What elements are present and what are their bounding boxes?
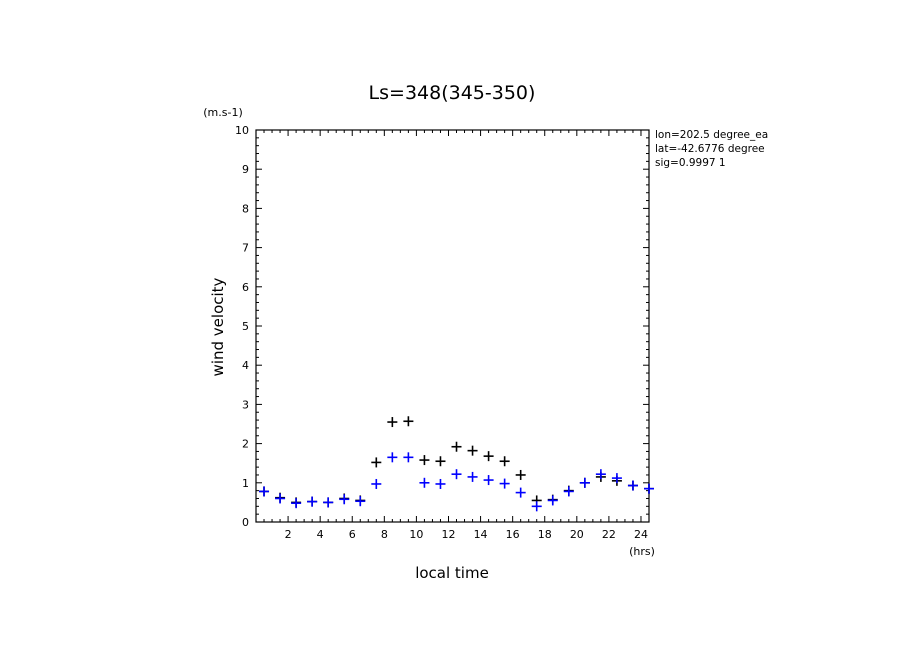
y-tick-label: 5 — [242, 320, 249, 333]
data-point-series-2 — [644, 483, 654, 494]
annotation-lat: lat=-42.6776 degree — [655, 143, 765, 155]
data-point-series-2 — [403, 452, 414, 463]
y-axis-label: wind velocity — [209, 277, 227, 376]
data-point-series-1 — [387, 417, 398, 428]
data-point-series-1 — [419, 455, 430, 466]
data-point-series-2 — [563, 486, 574, 497]
data-point-series-1 — [371, 457, 382, 468]
data-point-series-1 — [435, 456, 446, 467]
data-point-series-2 — [499, 478, 510, 489]
y-tick-label: 7 — [242, 242, 249, 255]
data-point-series-2 — [531, 501, 542, 512]
plot-frame — [255, 129, 650, 523]
x-tick-label: 18 — [538, 528, 552, 541]
x-unit-label: (hrs) — [629, 545, 655, 558]
data-point-series-2 — [515, 487, 526, 498]
x-tick-label: 4 — [317, 528, 324, 541]
x-tick-label: 14 — [474, 528, 488, 541]
data-point-series-2 — [595, 469, 606, 480]
data-point-series-2 — [451, 469, 462, 480]
data-point-series-1 — [499, 456, 510, 467]
y-tick-label: 9 — [242, 163, 249, 176]
data-marks — [259, 416, 654, 512]
annotation-sig: sig=0.9997 1 — [655, 157, 726, 169]
data-point-series-2 — [435, 478, 446, 489]
y-tick-label: 1 — [242, 477, 249, 490]
y-tick-label: 6 — [242, 281, 249, 294]
data-point-series-2 — [339, 494, 350, 505]
chart-title: Ls=348(345-350) — [369, 82, 536, 104]
x-tick-label: 20 — [570, 528, 584, 541]
data-point-series-1 — [451, 441, 462, 452]
data-point-series-2 — [323, 497, 334, 508]
x-tick-label: 22 — [602, 528, 616, 541]
data-point-series-2 — [387, 452, 398, 463]
data-point-series-2 — [371, 478, 382, 489]
y-unit-label: (m.s-1) — [203, 106, 243, 119]
data-point-series-2 — [579, 477, 590, 488]
data-point-series-2 — [627, 480, 638, 491]
annotation-block: lon=202.5 degree_ea lat=-42.6776 degree … — [655, 129, 768, 169]
x-tick-label: 10 — [409, 528, 423, 541]
y-tick-label: 2 — [242, 438, 249, 451]
data-point-series-2 — [611, 473, 622, 484]
x-tick-label: 8 — [381, 528, 388, 541]
data-point-series-1 — [403, 416, 414, 427]
y-tick-label: 0 — [242, 516, 249, 529]
data-point-series-1 — [483, 451, 494, 462]
annotation-lon: lon=202.5 degree_ea — [655, 129, 768, 141]
x-tick-label: 12 — [441, 528, 455, 541]
data-point-series-2 — [419, 477, 430, 488]
y-tick-label: 3 — [242, 398, 249, 411]
x-tick-label: 16 — [506, 528, 520, 541]
y-tick-label: 10 — [235, 124, 249, 137]
data-point-series-1 — [467, 445, 478, 456]
data-point-series-2 — [275, 493, 286, 504]
x-tick-label: 24 — [634, 528, 648, 541]
y-tick-label: 8 — [242, 202, 249, 215]
x-axis-label: local time — [415, 564, 489, 582]
data-point-series-2 — [483, 475, 494, 486]
data-point-series-2 — [547, 495, 558, 506]
annotation-clip — [779, 125, 904, 175]
data-point-series-2 — [467, 471, 478, 482]
x-tick-label: 6 — [349, 528, 356, 541]
x-tick-label: 2 — [285, 528, 292, 541]
data-point-series-2 — [259, 486, 270, 497]
data-point-series-2 — [291, 498, 302, 509]
y-tick-label: 4 — [242, 359, 249, 372]
data-point-series-2 — [355, 496, 366, 507]
data-point-series-1 — [515, 469, 526, 480]
data-point-series-2 — [307, 496, 318, 507]
